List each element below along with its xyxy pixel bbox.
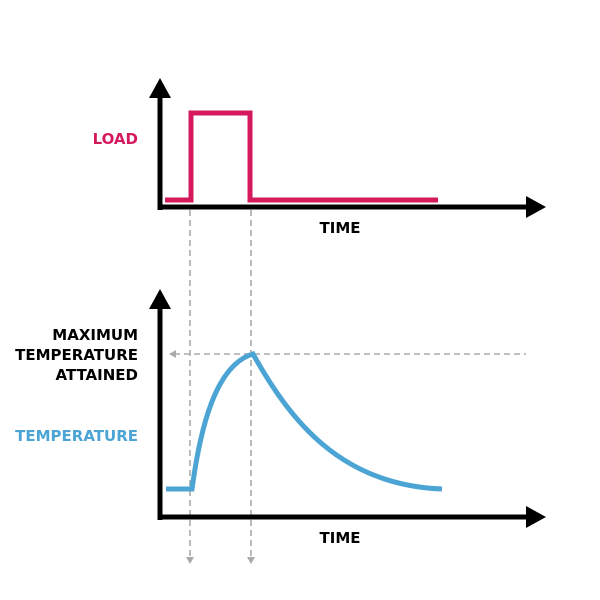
time-label-bottom: TIME (320, 529, 361, 547)
max-temp-label-line3: ATTAINED (55, 366, 138, 384)
load-series (165, 110, 438, 203)
temperature-series (166, 351, 443, 492)
guide-arrow-icon (169, 350, 176, 358)
time-label-top: TIME (320, 219, 361, 237)
temperature-label: TEMPERATURE (15, 427, 138, 445)
x-axis-arrow-icon (526, 196, 546, 218)
bottom-axes (149, 289, 546, 528)
guide-arrow-icon (247, 557, 255, 564)
load-label: LOAD (93, 130, 138, 148)
y-axis-arrow-icon (149, 289, 171, 309)
max-temp-label-line2: TEMPERATURE (15, 346, 138, 364)
guide-arrow-icon (186, 557, 194, 564)
max-temp-label-line1: MAXIMUM (52, 326, 138, 344)
y-axis-arrow-icon (149, 78, 171, 98)
top-axes (149, 78, 546, 218)
x-axis-arrow-icon (526, 506, 546, 528)
